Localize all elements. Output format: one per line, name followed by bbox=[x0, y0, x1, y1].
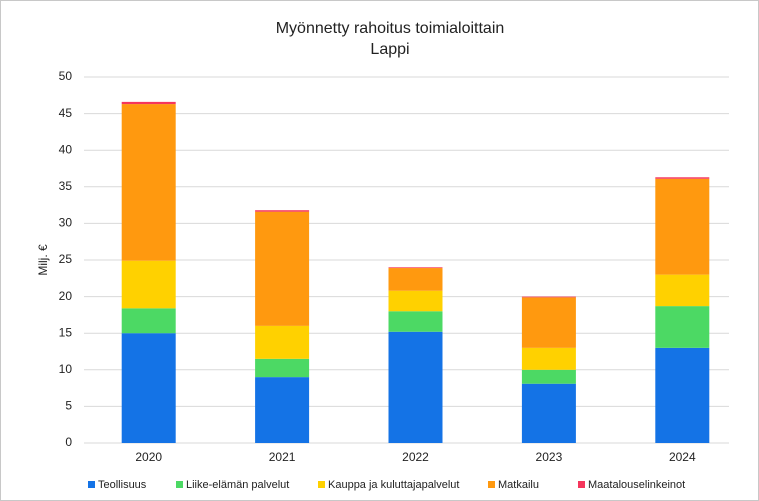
legend-label: Maatalouselinkeinot bbox=[588, 479, 685, 491]
chart-subtitle: Lappi bbox=[370, 41, 409, 58]
bar-segment bbox=[655, 178, 710, 275]
bar-segment bbox=[521, 296, 576, 298]
x-tick-label: 2023 bbox=[536, 450, 563, 464]
legend-swatch bbox=[318, 481, 325, 488]
legend-swatch bbox=[88, 481, 95, 488]
bar-segment bbox=[121, 104, 176, 261]
y-tick-label: 25 bbox=[59, 252, 73, 266]
bar-segment bbox=[121, 308, 176, 334]
y-axis-label: Milj. € bbox=[36, 244, 50, 276]
y-tick-label: 30 bbox=[59, 216, 73, 230]
bar-segment bbox=[255, 211, 310, 326]
y-tick-label: 0 bbox=[65, 435, 72, 449]
x-tick-label: 2024 bbox=[669, 450, 696, 464]
bar-segment bbox=[655, 306, 710, 348]
y-tick-label: 15 bbox=[59, 325, 73, 339]
legend-swatch bbox=[488, 481, 495, 488]
legend-swatch bbox=[176, 481, 183, 488]
bar-segment bbox=[388, 268, 443, 291]
bar-segment bbox=[655, 274, 710, 307]
y-tick-label: 5 bbox=[65, 399, 72, 413]
bar-segment bbox=[121, 101, 176, 105]
chart-title: Myönnetty rahoitus toimialoittain bbox=[276, 20, 505, 37]
bar-segment bbox=[655, 177, 710, 179]
legend-label: Kauppa ja kuluttajapalvelut bbox=[328, 479, 459, 491]
bar-segment bbox=[388, 331, 443, 443]
x-tick-label: 2021 bbox=[269, 450, 296, 464]
legend-label: Matkailu bbox=[498, 479, 539, 491]
bar-segment bbox=[388, 311, 443, 332]
y-tick-label: 20 bbox=[59, 289, 73, 303]
y-tick-label: 45 bbox=[59, 106, 73, 120]
bar-segment bbox=[255, 325, 310, 359]
bar-segment bbox=[521, 369, 576, 384]
y-tick-label: 40 bbox=[59, 142, 73, 156]
bar-segment bbox=[121, 333, 176, 443]
bar-segment bbox=[121, 260, 176, 309]
bar-segment bbox=[255, 358, 310, 378]
legend-label: Teollisuus bbox=[98, 479, 147, 491]
x-tick-label: 2022 bbox=[402, 450, 429, 464]
bar-segment bbox=[255, 377, 310, 443]
bar-segment bbox=[655, 347, 710, 443]
legend-swatch bbox=[578, 481, 585, 488]
bar-segment bbox=[521, 297, 576, 348]
bar-segment bbox=[388, 290, 443, 312]
bar-segment bbox=[388, 267, 443, 269]
bar-segment bbox=[521, 347, 576, 370]
y-tick-label: 35 bbox=[59, 179, 73, 193]
y-tick-label: 10 bbox=[59, 362, 73, 376]
x-tick-label: 2020 bbox=[135, 450, 162, 464]
legend-label: Liike-elämän palvelut bbox=[186, 479, 289, 491]
bar-segment bbox=[521, 383, 576, 443]
bar-segment bbox=[255, 210, 310, 212]
y-tick-label: 50 bbox=[59, 69, 73, 83]
